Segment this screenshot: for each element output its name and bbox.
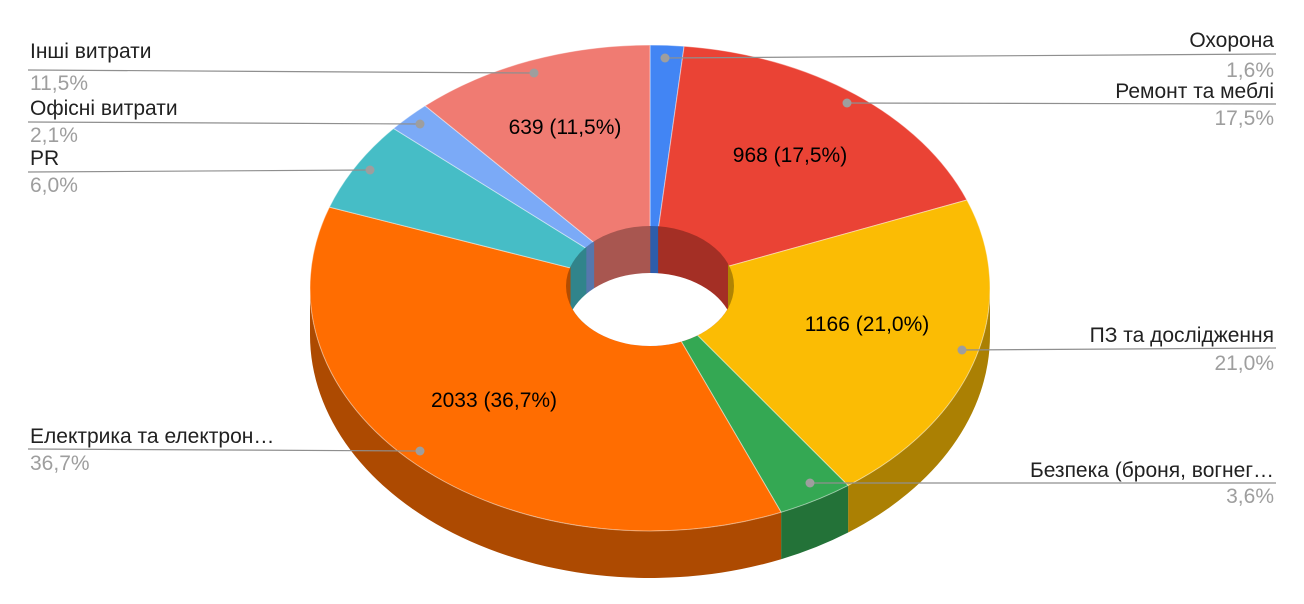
callout-label-okhorona: Охорона <box>1189 29 1274 52</box>
callout-anchor-dot-ofisni <box>415 119 425 129</box>
slice-value-label-remont: 968 (17,5%) <box>733 144 847 167</box>
callout-inshi <box>27 68 539 78</box>
callout-bezpeka <box>805 478 1276 488</box>
callout-label-elektrika: Електрика та електрон… <box>30 425 274 448</box>
callout-pz <box>957 345 1277 355</box>
callout-elektrika <box>27 446 425 456</box>
pie-3d-rim-layer <box>310 288 990 579</box>
callout-label-pz: ПЗ та дослідження <box>1090 324 1274 347</box>
pie-slice-remont[interactable] <box>649 45 968 289</box>
callout-label-pr: PR <box>30 147 59 170</box>
pie-slice-inshi[interactable] <box>424 44 651 289</box>
pie-rim-pz <box>848 288 990 533</box>
callout-anchor-dot-bezpeka <box>805 478 815 488</box>
donut-inner-wall-pz <box>727 226 734 346</box>
callout-percent-inshi: 11,5% <box>30 72 88 95</box>
callout-anchor-dot-okhorona <box>660 53 670 63</box>
pie-slice-bezpeka[interactable] <box>649 287 849 513</box>
callout-lines-layer <box>27 53 1277 488</box>
callout-line-ofisni <box>27 121 421 125</box>
donut-hole-layer <box>566 226 734 347</box>
donut-inner-wall-ofisni <box>586 226 595 346</box>
callout-line-pr <box>27 169 371 173</box>
callout-pr <box>27 165 375 175</box>
donut-inner-wall-elektrika <box>566 226 572 346</box>
slice-value-label-pz: 1166 (21,0%) <box>805 313 930 336</box>
callout-anchor-dot-elektrika <box>415 446 425 456</box>
callout-percent-bezpeka: 3,6% <box>1226 485 1274 508</box>
callout-percent-okhorona: 1,6% <box>1226 59 1274 82</box>
callout-percent-elektrika: 36,7% <box>30 452 90 475</box>
callout-line-pz <box>961 347 1277 351</box>
callout-label-ofisni: Офісні витрати <box>30 97 178 120</box>
callout-okhorona <box>660 53 1277 63</box>
donut-hole-opening <box>572 272 728 347</box>
callout-label-inshi: Інші витрати <box>30 40 152 63</box>
callout-anchor-dot-pz <box>957 345 967 355</box>
callout-anchor-dot-pr <box>365 165 375 175</box>
callout-label-remont: Ремонт та меблі <box>1115 80 1274 103</box>
callout-anchor-dot-remont <box>842 98 852 108</box>
pie-slice-pz[interactable] <box>649 199 991 486</box>
callout-percent-ofisni: 2,1% <box>30 124 78 147</box>
pie-slices-layer <box>309 44 991 532</box>
pie-slice-pr[interactable] <box>328 127 651 289</box>
callout-percent-pr: 6,0% <box>30 174 78 197</box>
callout-line-remont <box>846 102 1277 105</box>
callout-ofisni <box>27 119 425 129</box>
slice-value-label-inshi: 639 (11,5%) <box>509 116 622 139</box>
pie-slice-ofisni[interactable] <box>393 105 651 289</box>
slice-value-label-elektrika: 2033 (36,7%) <box>431 389 557 412</box>
callout-anchor-dot-inshi <box>529 68 539 78</box>
pie-rim-elektrika <box>310 288 782 579</box>
callout-line-elektrika <box>27 448 421 452</box>
callout-line-okhorona <box>664 53 1277 59</box>
callout-percent-remont: 17,5% <box>1214 107 1274 130</box>
callout-remont <box>842 98 1277 108</box>
pie-slice-elektrika[interactable] <box>309 206 782 532</box>
labels-layer: Охорона 1,6% Ремонт та меблі 17,5% ПЗ та… <box>30 29 1274 508</box>
callout-percent-pz: 21,0% <box>1214 352 1274 375</box>
callout-line-inshi <box>27 69 535 74</box>
callout-label-bezpeka: Безпека (броня, вогнег… <box>1030 459 1274 482</box>
pie-rim-bezpeka <box>781 485 849 560</box>
